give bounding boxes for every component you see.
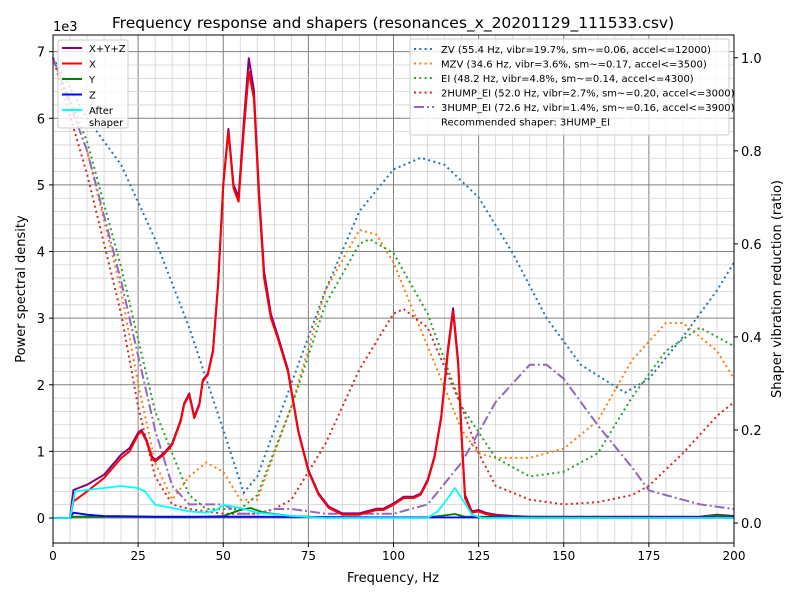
legend-label: MZV (34.6 Hz, vibr=3.6%, sm~=0.17, accel… (441, 60, 707, 71)
y-tick-label: 1 (37, 445, 45, 460)
y-tick-label: 4 (37, 246, 45, 261)
y-right-tick-label: 0.0 (741, 517, 762, 532)
legend-label: shaper (89, 118, 124, 129)
x-tick-label: 50 (216, 549, 231, 563)
x-tick-label: 100 (382, 549, 405, 563)
y-offset-label: 1e3 (53, 20, 78, 35)
y-axis-label: Power spectral density (14, 215, 29, 363)
recommended-shaper-label: Recommended shaper: 3HUMP_EI (441, 118, 610, 129)
legend-box (57, 39, 129, 129)
y-right-tick-label: 0.2 (741, 424, 762, 439)
psd-line (53, 485, 734, 519)
legend-label: 2HUMP_EI (52.0 Hz, vibr=2.7%, sm~=0.20, … (441, 89, 735, 100)
y-tick-label: 0 (37, 512, 45, 527)
x-tick-label: 175 (637, 549, 660, 563)
shaper-line (52, 57, 735, 502)
y-tick-label: 2 (37, 379, 45, 394)
x-tick-label: 150 (552, 549, 575, 563)
y-right-tick-label: 0.4 (741, 331, 762, 346)
y-right-tick-label: 0.8 (741, 145, 762, 160)
y-tick-label: 7 (37, 46, 45, 61)
shaper-line (52, 57, 735, 495)
y-axis-right-label: Shaper vibration reduction (ratio) (770, 180, 785, 398)
chart-title: Frequency response and shapers (resonanc… (112, 14, 674, 33)
legend-label: X (89, 60, 96, 71)
y-right-tick-label: 1.0 (741, 52, 762, 67)
legend-label: Z (89, 91, 96, 102)
x-tick-label: 0 (49, 549, 57, 563)
x-axis-label: Frequency, Hz (347, 571, 439, 586)
x-tick-label: 75 (301, 549, 316, 563)
legend-label: After (89, 106, 114, 117)
psd-line (53, 70, 734, 519)
legend-box (409, 38, 730, 136)
legend-label: 3HUMP_EI (72.6 Hz, vibr=1.4%, sm~=0.16, … (441, 103, 735, 114)
y-tick-label: 5 (37, 179, 45, 194)
y-right-tick-label: 0.6 (741, 238, 762, 253)
shaper-legend: ZV (55.4 Hz, vibr=19.7%, sm~=0.06, accel… (409, 38, 735, 136)
legend-label: X+Y+Z (89, 44, 126, 55)
y-tick-label: 6 (37, 112, 45, 127)
x-tick-label: 125 (467, 549, 490, 563)
x-tick-label: 200 (723, 549, 746, 563)
legend-label: EI (48.2 Hz, vibr=4.8%, sm~=0.14, accel<… (441, 74, 694, 85)
y-tick-label: 3 (37, 312, 45, 327)
x-tick-label: 25 (130, 549, 145, 563)
legend-label: ZV (55.4 Hz, vibr=19.7%, sm~=0.06, accel… (441, 45, 711, 56)
legend-label: Y (88, 75, 96, 86)
